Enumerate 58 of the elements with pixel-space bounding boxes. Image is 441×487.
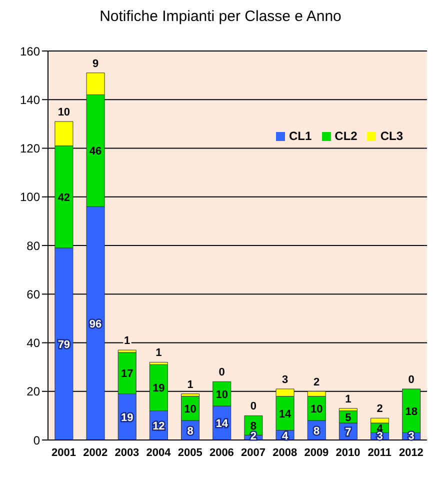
- x-tick-label: 2012: [398, 446, 424, 459]
- data-label: 10: [216, 388, 228, 401]
- data-label: 4: [282, 430, 289, 442]
- y-tick-label: 160: [20, 44, 40, 58]
- x-tick-label: 2003: [114, 446, 140, 459]
- legend-label: CL2: [334, 129, 358, 143]
- y-tick-label: 100: [20, 190, 40, 204]
- x-tick-label: 2009: [304, 446, 329, 459]
- data-label: 17: [120, 368, 134, 380]
- data-label: 79: [58, 338, 70, 351]
- data-label: 0: [218, 366, 225, 379]
- x-tick-label: 2004: [146, 446, 172, 459]
- data-label: 14: [278, 408, 292, 420]
- data-label: 8: [187, 425, 194, 438]
- data-label: 42: [58, 192, 70, 204]
- data-label: 12: [152, 420, 165, 432]
- data-label: 7: [345, 426, 352, 438]
- y-tick-label: 60: [26, 287, 40, 302]
- x-tick-label: 2006: [209, 446, 234, 459]
- data-label: 9: [92, 58, 99, 70]
- x-tick-label: 2011: [368, 446, 392, 459]
- x-tick-label: 2001: [52, 446, 76, 459]
- data-label: 46: [89, 146, 102, 158]
- legend-label: CL3: [380, 129, 403, 143]
- data-label: 10: [310, 403, 323, 416]
- data-label: 0: [408, 374, 414, 386]
- data-label: 18: [405, 406, 418, 418]
- data-label: 1: [187, 378, 194, 391]
- data-label: 3: [282, 374, 288, 386]
- data-label: 3: [376, 430, 383, 442]
- data-label: 14: [216, 418, 229, 430]
- x-tick-label: 2007: [241, 446, 266, 459]
- data-label: 19: [120, 412, 134, 424]
- y-tick-label: 0: [33, 433, 40, 448]
- data-label: 96: [89, 318, 102, 330]
- y-tick-label: 40: [26, 336, 40, 350]
- data-label: 1: [156, 347, 162, 360]
- data-label: 10: [58, 106, 70, 119]
- chart-title: Notifiche Impianti per Classe e Anno: [98, 8, 342, 25]
- data-label: 8: [250, 420, 257, 432]
- data-label: 2: [314, 376, 320, 388]
- data-label: 10: [184, 403, 196, 416]
- y-tick-label: 120: [20, 142, 40, 156]
- legend-label: CL1: [288, 129, 312, 143]
- data-label: 2: [376, 403, 383, 416]
- data-label: 1: [345, 393, 352, 406]
- x-tick-label: 2005: [178, 446, 202, 459]
- data-label: 8: [314, 425, 320, 438]
- data-label: 0: [250, 400, 257, 413]
- data-label: 19: [152, 382, 165, 395]
- x-tick-label: 2010: [336, 446, 360, 459]
- y-tick-label: 20: [26, 384, 40, 399]
- y-tick-label: 140: [20, 92, 40, 107]
- data-label: 5: [345, 412, 352, 424]
- x-tick-label: 2002: [83, 446, 108, 459]
- data-label: 3: [408, 430, 414, 442]
- x-tick-label: 2008: [272, 446, 298, 459]
- y-tick-label: 80: [26, 238, 40, 253]
